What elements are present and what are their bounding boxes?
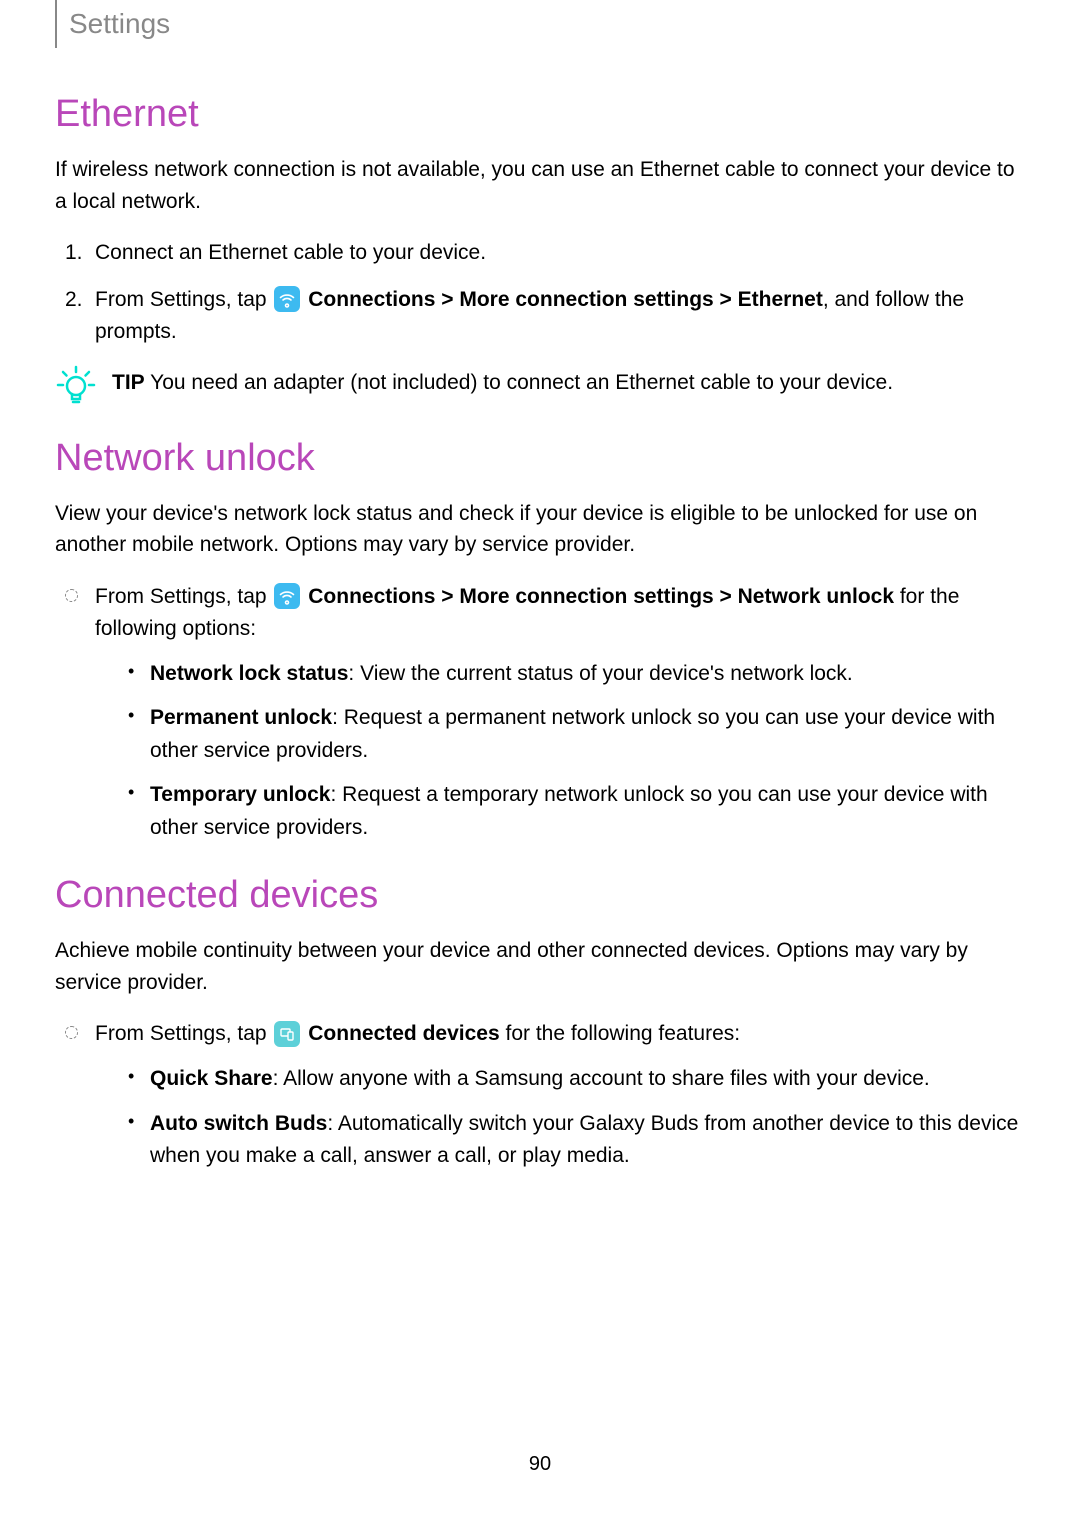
network-unlock-heading: Network unlock bbox=[55, 437, 1025, 480]
breadcrumb: Settings bbox=[69, 8, 170, 39]
network-unlock-list: From Settings, tap Connections > More co… bbox=[95, 581, 1025, 845]
tip-block: TIP You need an adapter (not included) t… bbox=[55, 367, 1025, 407]
sub-label: Quick Share bbox=[150, 1067, 273, 1090]
sub-desc: : Allow anyone with a Samsung account to… bbox=[273, 1067, 930, 1090]
ethernet-heading: Ethernet bbox=[55, 93, 1025, 136]
connected-devices-list: From Settings, tap Connected devices for… bbox=[95, 1018, 1025, 1172]
lightbulb-icon bbox=[55, 365, 97, 407]
tip-label: TIP bbox=[112, 371, 145, 394]
ethernet-step-2: 2. From Settings, tap Connections > More… bbox=[95, 284, 1025, 349]
item-prefix: From Settings, tap bbox=[95, 585, 272, 608]
sub-item-quick-share: Quick Share: Allow anyone with a Samsung… bbox=[150, 1063, 1025, 1096]
sub-item-temporary-unlock: Temporary unlock: Request a temporary ne… bbox=[150, 779, 1025, 844]
sub-label: Network lock status bbox=[150, 662, 348, 685]
sub-item-auto-switch-buds: Auto switch Buds: Automatically switch y… bbox=[150, 1108, 1025, 1173]
page-number: 90 bbox=[55, 1453, 1025, 1476]
step-text: Connect an Ethernet cable to your device… bbox=[95, 241, 486, 264]
network-unlock-sublist: Network lock status: View the current st… bbox=[150, 658, 1025, 845]
tip-text: TIP You need an adapter (not included) t… bbox=[112, 367, 893, 399]
item-path: Connected devices bbox=[308, 1022, 499, 1045]
ethernet-step-1: 1. Connect an Ethernet cable to your dev… bbox=[95, 237, 1025, 270]
wifi-icon bbox=[274, 583, 300, 609]
item-prefix: From Settings, tap bbox=[95, 1022, 272, 1045]
ethernet-intro: If wireless network connection is not av… bbox=[55, 154, 1025, 217]
sub-label: Permanent unlock bbox=[150, 706, 332, 729]
connected-devices-heading: Connected devices bbox=[55, 874, 1025, 917]
devices-icon bbox=[274, 1021, 300, 1047]
sub-desc: : View the current status of your device… bbox=[348, 662, 852, 685]
ethernet-steps: 1. Connect an Ethernet cable to your dev… bbox=[95, 237, 1025, 349]
network-unlock-intro: View your device's network lock status a… bbox=[55, 498, 1025, 561]
breadcrumb-bar: Settings bbox=[55, 0, 1025, 48]
step-number: 1. bbox=[65, 237, 83, 270]
sub-item-network-lock-status: Network lock status: View the current st… bbox=[150, 658, 1025, 691]
item-path: Connections > More connection settings >… bbox=[308, 585, 894, 608]
connected-devices-intro: Achieve mobile continuity between your d… bbox=[55, 935, 1025, 998]
sub-label: Auto switch Buds bbox=[150, 1112, 327, 1135]
wifi-icon bbox=[274, 286, 300, 312]
sub-item-permanent-unlock: Permanent unlock: Request a permanent ne… bbox=[150, 702, 1025, 767]
tip-body: You need an adapter (not included) to co… bbox=[145, 371, 893, 394]
step-path: Connections > More connection settings >… bbox=[308, 288, 823, 311]
item-suffix: for the following features: bbox=[500, 1022, 740, 1045]
connected-devices-main-item: From Settings, tap Connected devices for… bbox=[95, 1018, 1025, 1172]
step-number: 2. bbox=[65, 284, 83, 317]
network-unlock-main-item: From Settings, tap Connections > More co… bbox=[95, 581, 1025, 845]
connected-devices-sublist: Quick Share: Allow anyone with a Samsung… bbox=[150, 1063, 1025, 1173]
sub-label: Temporary unlock bbox=[150, 783, 331, 806]
step-prefix: From Settings, tap bbox=[95, 288, 272, 311]
